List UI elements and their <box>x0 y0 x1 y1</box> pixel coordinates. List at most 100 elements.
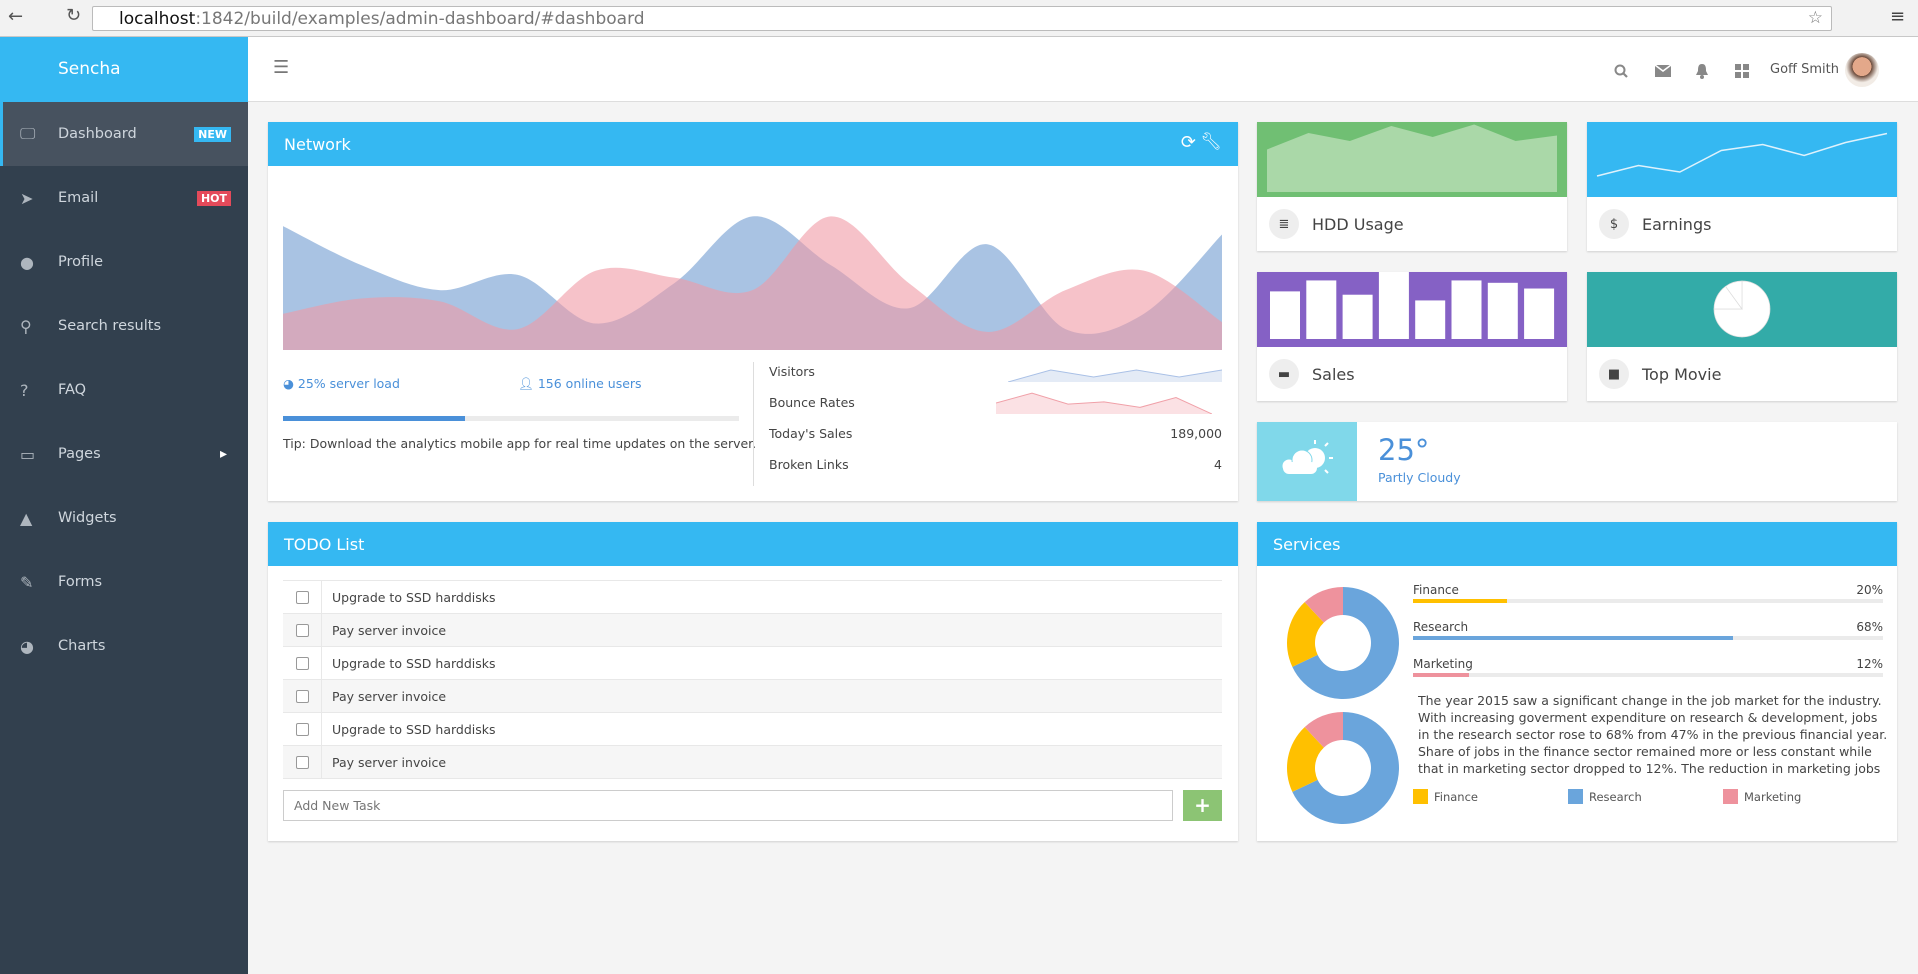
progress-fill <box>283 416 466 421</box>
caret-right-icon: ▸ <box>219 446 227 462</box>
tile-chart <box>1257 271 1567 347</box>
todo-text: Pay server invoice <box>332 688 447 704</box>
sales-bar <box>1415 300 1446 339</box>
sidebar-item-dashboard[interactable]: 🖵 Dashboard NEW <box>0 102 248 166</box>
todo-item: Pay server invoice <box>283 745 1222 779</box>
sidebar-item-pages[interactable]: ▭ Pages ▸ <box>0 422 248 486</box>
reload-icon[interactable]: ↻ <box>66 5 82 26</box>
hdd-area <box>1267 124 1557 192</box>
sidebar: 🖵 Dashboard NEW ➤ Email HOT ● Profile ⚲ Search re… <box>0 102 248 974</box>
browser-menu-icon[interactable]: ≡ <box>1890 6 1906 27</box>
service-percent: 68% <box>1856 620 1883 634</box>
server-load-progress <box>283 416 739 421</box>
flask-icon: ▲ <box>20 508 33 528</box>
todo-panel: TODO List Upgrade to SSD harddisks Pay se… <box>268 522 1238 841</box>
checkbox-box[interactable] <box>295 755 309 769</box>
legend-label: Research <box>1589 789 1642 804</box>
service-percent: 20% <box>1856 583 1883 597</box>
tile-label: Sales <box>1312 364 1355 384</box>
top-header: ☰ Goff Smith <box>248 37 1918 102</box>
service-progress <box>1413 599 1883 603</box>
bounce-rates-sparkline <box>996 392 1212 414</box>
tile-earnings[interactable]: $ Earnings <box>1587 122 1897 251</box>
donut-slice-marketing <box>1304 712 1343 748</box>
dollar-icon: $ <box>1599 209 1629 239</box>
search-icon[interactable] <box>1614 64 1628 78</box>
bell-icon[interactable] <box>1695 63 1709 79</box>
sparkline-area <box>996 393 1212 414</box>
url-host: localhost <box>119 9 196 29</box>
checkbox-box[interactable] <box>295 656 309 670</box>
logo[interactable]: Sencha <box>0 37 248 102</box>
donut-slice-research <box>1292 587 1399 699</box>
sparkline-area <box>1008 370 1222 382</box>
checkbox-box[interactable] <box>295 722 309 736</box>
bookmark-star-icon[interactable]: ☆ <box>1807 8 1823 28</box>
tile-footer: ▬ Sales <box>1257 347 1567 401</box>
todo-checkbox[interactable] <box>283 745 322 779</box>
earnings-line <box>1596 132 1888 177</box>
book-icon: ▭ <box>20 444 36 464</box>
tile-hdd-usage[interactable]: ≣ HDD Usage <box>1257 122 1567 251</box>
avatar[interactable] <box>1845 53 1879 87</box>
todo-checkbox[interactable] <box>283 580 322 614</box>
todo-item: Pay server invoice <box>283 679 1222 713</box>
user-name[interactable]: Goff Smith <box>1770 62 1839 77</box>
refresh-icon[interactable]: ⟳ <box>1180 132 1196 153</box>
service-label: Research <box>1413 620 1469 634</box>
sales-bar <box>1378 271 1409 339</box>
video-camera-icon: ■ <box>1599 359 1629 389</box>
network-area-chart <box>283 216 1222 350</box>
sidebar-item-faq[interactable]: ? FAQ <box>0 358 248 422</box>
sidebar-item-widgets[interactable]: ▲ Widgets <box>0 486 248 550</box>
pie-slice <box>1725 280 1743 311</box>
apps-grid-icon[interactable] <box>1735 64 1749 78</box>
panel-title: Network <box>284 135 351 154</box>
service-progress-fill <box>1413 673 1470 677</box>
desktop-icon: 🖵 <box>20 124 36 143</box>
todo-checkbox[interactable] <box>283 679 322 713</box>
wrench-icon[interactable]: 🔧︎ <box>1200 132 1222 152</box>
back-icon[interactable]: ← <box>8 6 24 27</box>
tile-label: Earnings <box>1642 214 1712 234</box>
database-icon: ≣ <box>1269 209 1299 239</box>
checkbox-box[interactable] <box>295 623 309 637</box>
stat-row: Today's Sales 189,000 <box>769 418 1222 449</box>
server-load: ◕ 25% server load <box>283 376 400 391</box>
add-task-input[interactable] <box>283 790 1173 821</box>
todo-checkbox[interactable] <box>283 712 322 746</box>
todo-checkbox[interactable] <box>283 613 322 647</box>
legend-label: Finance <box>1434 789 1478 804</box>
sidebar-item-charts[interactable]: ◕ Charts <box>0 614 248 678</box>
service-row-research: Research 68% <box>1413 620 1883 640</box>
stat-row: Broken Links 4 <box>769 449 1222 480</box>
weather-icon-block <box>1257 422 1357 501</box>
service-row-finance: Finance 20% <box>1413 583 1883 603</box>
hamburger-menu-icon[interactable]: ☰ <box>273 57 290 78</box>
weather-condition: Partly Cloudy <box>1378 470 1461 485</box>
pie-chart-icon: ◕ <box>20 636 34 656</box>
checkbox-box[interactable] <box>295 590 309 604</box>
partly-cloudy-icon <box>1281 440 1333 474</box>
service-row-marketing: Marketing 12% <box>1413 657 1883 677</box>
sidebar-item-search-results[interactable]: ⚲ Search results <box>0 294 248 358</box>
add-task-button[interactable]: + <box>1183 790 1222 821</box>
address-bar[interactable]: localhost:1842/build/examples/admin-dash… <box>92 6 1832 31</box>
sidebar-item-email[interactable]: ➤ Email HOT <box>0 166 248 230</box>
service-percent: 12% <box>1856 657 1883 671</box>
tile-sales[interactable]: ▬ Sales <box>1257 271 1567 401</box>
todo-checkbox[interactable] <box>283 646 322 680</box>
sidebar-item-profile[interactable]: ● Profile <box>0 230 248 294</box>
tip-text: Tip: Download the analytics mobile app f… <box>283 436 757 451</box>
sidebar-item-label: Pages <box>58 446 101 462</box>
tile-top-movie[interactable]: ■ Top Movie <box>1587 272 1897 401</box>
sales-bar <box>1451 280 1482 339</box>
envelope-icon[interactable] <box>1655 65 1671 77</box>
checkbox-box[interactable] <box>295 689 309 703</box>
legend-swatch <box>1413 789 1428 804</box>
sidebar-item-forms[interactable]: ✎ Forms <box>0 550 248 614</box>
service-progress-fill <box>1413 636 1733 640</box>
sales-bar <box>1306 280 1337 339</box>
plus-icon: + <box>1194 793 1211 817</box>
tile-label: HDD Usage <box>1312 214 1404 234</box>
